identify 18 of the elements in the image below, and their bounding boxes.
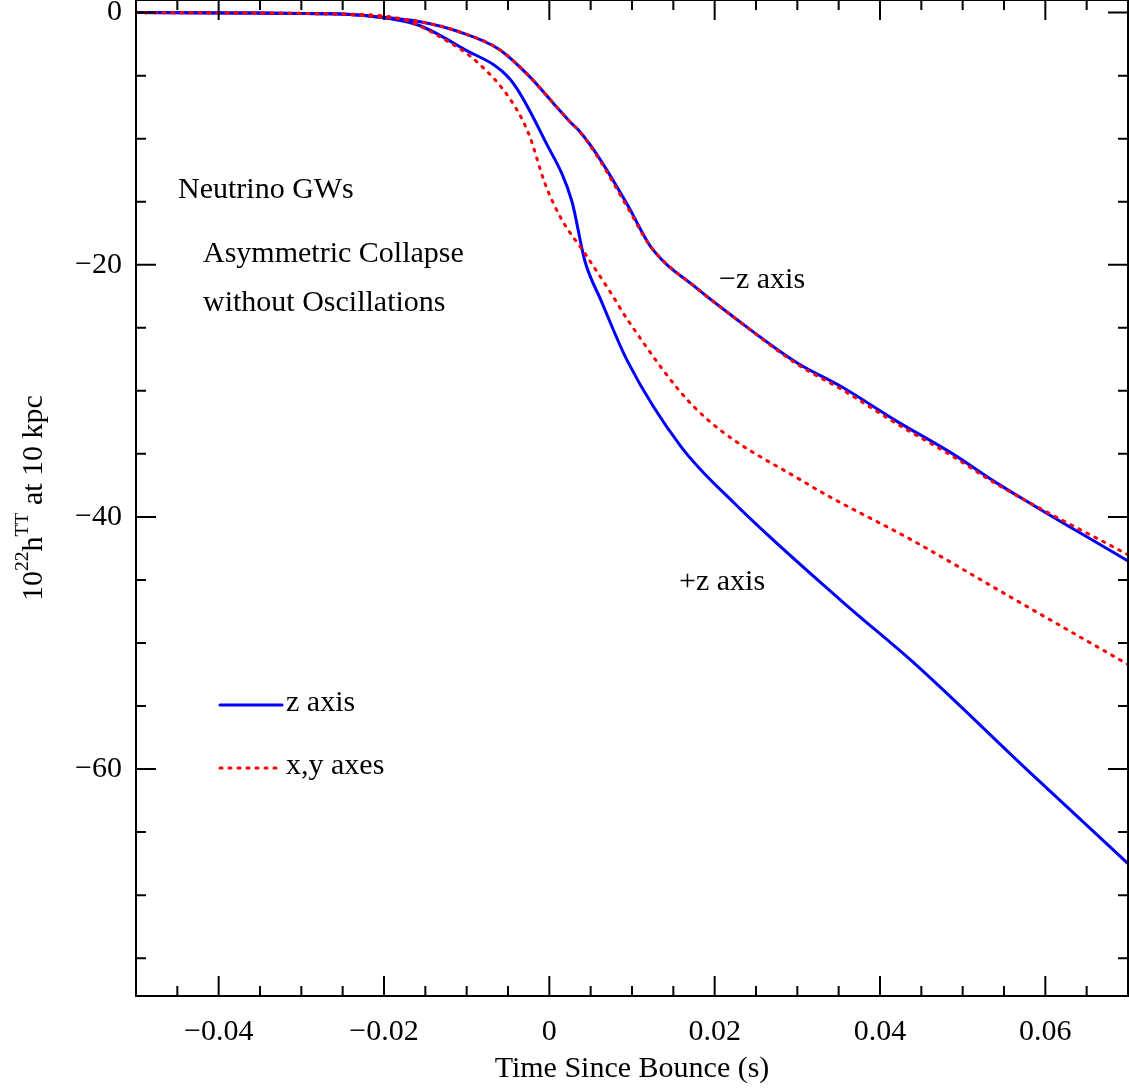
legend-label: x,y axes <box>286 746 385 780</box>
y-tick-label: −40 <box>75 497 122 531</box>
x-axis-title: Time Since Bounce (s) <box>494 1049 770 1084</box>
annotation: Asymmetric Collapse without Oscillations <box>203 234 464 317</box>
annotation: −z axis <box>719 260 806 294</box>
annotation: +z axis <box>679 562 766 596</box>
y-tick-label: −60 <box>75 749 122 783</box>
x-tick-label: −0.02 <box>349 1012 419 1046</box>
y-tick-label: 0 <box>107 0 122 27</box>
x-tick-label: 0.04 <box>853 1012 907 1046</box>
x-tick-label: 0.02 <box>688 1012 741 1046</box>
x-tick-label: −0.04 <box>183 1012 254 1046</box>
legend-label: z axis <box>286 683 356 717</box>
x-tick-label: 0.06 <box>1019 1012 1072 1046</box>
x-tick-label: 0 <box>541 1012 557 1046</box>
annotation: Neutrino GWs <box>178 170 354 204</box>
y-tick-label: −20 <box>75 245 122 279</box>
y-axis-title: 1022hTT at 10 kpc <box>10 395 48 601</box>
